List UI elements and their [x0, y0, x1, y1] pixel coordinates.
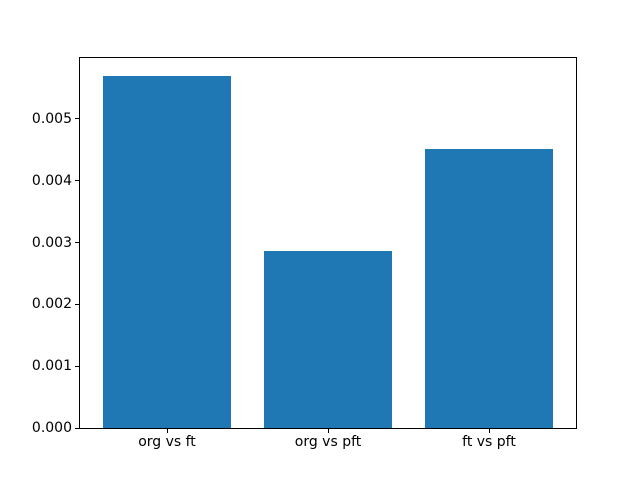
bar-ft-vs-pft [424, 148, 554, 428]
x-tick-label-org-vs-pft: org vs pft [294, 434, 362, 450]
y-tick-mark-0.000 [75, 427, 80, 429]
y-tick-label-0.004: 0.004 [31, 172, 72, 189]
bar-org-vs-pft [263, 250, 393, 428]
x-tick-label-org-vs-ft: org vs ft [138, 434, 196, 450]
y-tick-mark-0.001 [75, 365, 80, 367]
y-tick-mark-0.004 [75, 180, 80, 182]
y-tick-mark-0.003 [75, 242, 80, 243]
axes-plot-area: org vs ft org vs pft ft vs pft 0.000 0.001 0.… [32, 57, 577, 450]
y-tick-label-0.001: 0.001 [31, 358, 72, 375]
x-tick-mark-ft-vs-pft [489, 428, 490, 433]
x-tick-mark-org-vs-ft [167, 428, 168, 433]
bar-org-vs-ft [102, 75, 232, 428]
x-tick-label-ft-vs-pft: ft vs pft [462, 434, 516, 450]
y-tick-mark-0.002 [75, 303, 80, 305]
y-tick-label-0.003: 0.003 [31, 234, 72, 251]
x-tick-mark-org-vs-pft [328, 428, 329, 433]
y-tick-label-0.005: 0.005 [31, 110, 72, 127]
y-tick-label-0.000: 0.000 [31, 420, 72, 436]
y-tick-label-0.002: 0.002 [31, 296, 72, 313]
y-tick-mark-0.005 [75, 118, 80, 120]
